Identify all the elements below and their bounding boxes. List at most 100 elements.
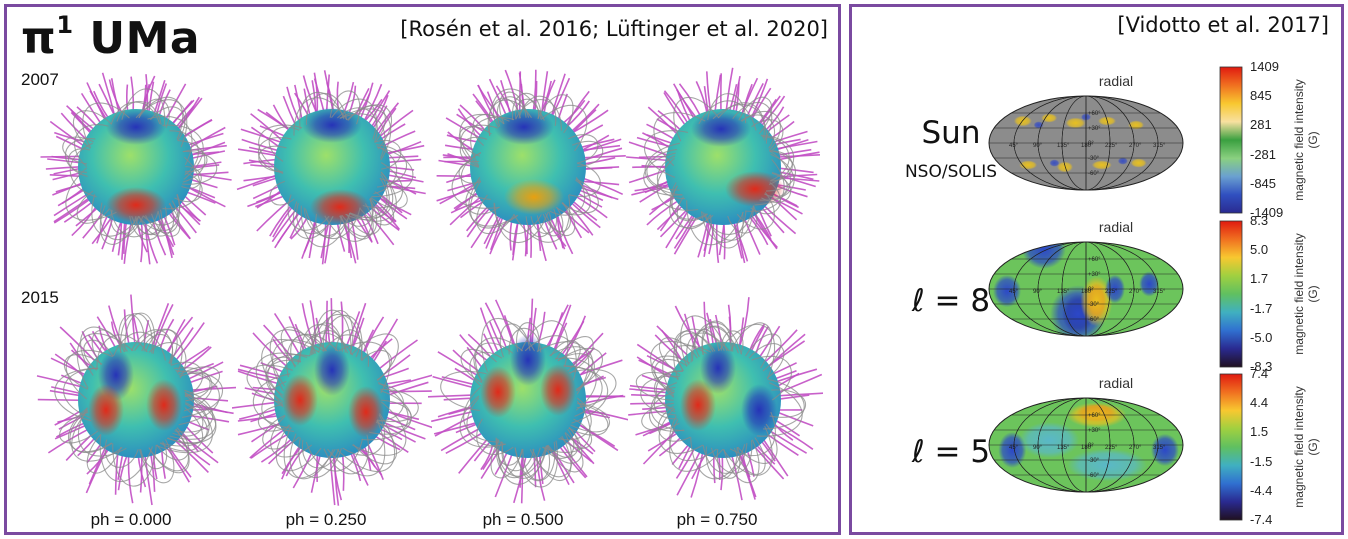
colorbar-tick-label: 845	[1250, 88, 1272, 104]
open-field-line	[186, 361, 224, 381]
magnetic-sphere-2007-2	[436, 69, 626, 262]
latitude-label: -60°	[1088, 473, 1100, 479]
closed-field-loop	[571, 140, 604, 167]
closed-field-loop	[710, 440, 753, 474]
magnetic-spot	[314, 344, 350, 396]
closed-field-loop	[261, 339, 320, 398]
phase-label-3: ph = 0.750	[676, 510, 758, 529]
closed-field-loop	[673, 97, 720, 142]
colorbar-1	[1219, 220, 1243, 368]
closed-field-loop	[71, 410, 123, 462]
latitude-label: -30°	[1088, 302, 1100, 308]
closed-field-loop	[137, 194, 181, 232]
closed-field-loop	[313, 309, 352, 355]
open-field-line	[47, 428, 89, 454]
closed-field-loop	[178, 366, 221, 397]
magnetic-sphere-2007-0	[40, 72, 232, 265]
closed-field-loop	[549, 346, 594, 392]
closed-field-loop	[469, 180, 519, 229]
closed-field-loop	[540, 104, 588, 152]
closed-field-loop	[272, 339, 325, 392]
closed-field-loop	[460, 348, 497, 383]
closed-field-loop	[654, 370, 683, 411]
closed-field-loop	[560, 418, 593, 449]
closed-field-loop	[300, 205, 351, 248]
closed-field-loop	[658, 408, 704, 454]
closed-field-loop	[342, 414, 386, 456]
magnetic-sphere-2015-2	[428, 298, 628, 504]
colorbar-tick-label: -1409	[1250, 205, 1284, 220]
closed-field-loop	[134, 328, 183, 374]
closed-field-loop	[287, 194, 330, 231]
closed-field-loop	[370, 177, 408, 209]
closed-field-loop	[520, 320, 569, 367]
closed-field-loop	[110, 209, 159, 238]
closed-field-loop	[641, 402, 680, 431]
colorbar-tick-label: -281	[1250, 146, 1277, 162]
closed-field-loop	[691, 322, 743, 362]
colorbar-tick-label: -1.7	[1250, 300, 1273, 316]
right-citation: [Vidotto et al. 2017]	[1117, 13, 1329, 37]
closed-field-loop	[339, 198, 378, 237]
closed-field-loop	[501, 442, 535, 472]
closed-field-loop	[323, 334, 369, 367]
closed-field-loop	[348, 171, 397, 222]
closed-field-loop	[322, 310, 354, 355]
closed-field-loop	[651, 355, 691, 394]
longitude-label: 270°	[1129, 289, 1142, 295]
open-field-line	[66, 105, 95, 131]
closed-field-loop	[669, 419, 724, 472]
longitude-label: 135°	[1057, 445, 1070, 451]
closed-field-loop	[374, 139, 402, 170]
magnetic-sphere-2015-3	[628, 297, 823, 501]
open-field-line	[583, 177, 624, 196]
closed-field-loop	[707, 93, 747, 124]
colorbar-title: magnetic field intensity (G)	[1292, 386, 1320, 508]
closed-field-loop	[561, 178, 599, 214]
closed-field-loop	[74, 124, 109, 168]
closed-field-loop	[63, 354, 103, 390]
sun-label: Sun	[921, 115, 981, 151]
colorbar-tick-label: 4.4	[1250, 395, 1269, 411]
closed-field-loop	[83, 339, 114, 371]
colorbar-tick-label: 1409	[1250, 59, 1279, 74]
closed-field-loop	[257, 137, 292, 174]
mollweide-map-1: 45° 90° 135° 180° 225° 270° 315° +60° +30° 0° -30°…	[988, 241, 1184, 337]
closed-field-loop	[495, 437, 547, 477]
open-field-line	[366, 90, 391, 126]
closed-field-loop	[145, 200, 179, 234]
magnetic-spot	[691, 111, 751, 147]
closed-field-loop	[76, 190, 111, 224]
closed-field-loop	[557, 347, 603, 390]
closed-field-loop	[741, 110, 781, 151]
closed-field-loop	[765, 149, 796, 192]
closed-field-loop	[705, 446, 738, 480]
closed-field-loop	[68, 407, 112, 453]
closed-field-loop	[293, 97, 348, 136]
closed-field-loop	[644, 130, 689, 178]
closed-field-loop	[488, 88, 545, 137]
open-field-line	[456, 113, 485, 133]
longitude-label: 45°	[1009, 143, 1019, 149]
colorbar-tick-label: 8.3	[1250, 213, 1269, 228]
closed-field-loop	[155, 394, 213, 454]
longitude-label: 45°	[1009, 289, 1019, 295]
closed-field-loop	[555, 179, 591, 216]
l5-label: ℓ = 5	[911, 434, 991, 470]
closed-field-loop	[305, 92, 348, 125]
closed-field-loop	[673, 328, 730, 381]
stellar-surface	[78, 109, 194, 225]
colorbar-0	[1219, 66, 1243, 214]
closed-field-loop	[62, 136, 94, 165]
magnetic-spot	[510, 334, 546, 386]
closed-field-loop	[270, 415, 313, 458]
closed-field-loop	[730, 322, 772, 369]
l8-label: ℓ = 8	[911, 283, 991, 319]
field-region	[1117, 157, 1128, 165]
open-field-line	[152, 304, 174, 353]
closed-field-loop	[737, 423, 778, 464]
magnetic-spot	[700, 342, 736, 394]
closed-field-loop	[299, 91, 345, 130]
closed-field-loop	[512, 92, 542, 121]
closed-field-loop	[86, 434, 122, 474]
